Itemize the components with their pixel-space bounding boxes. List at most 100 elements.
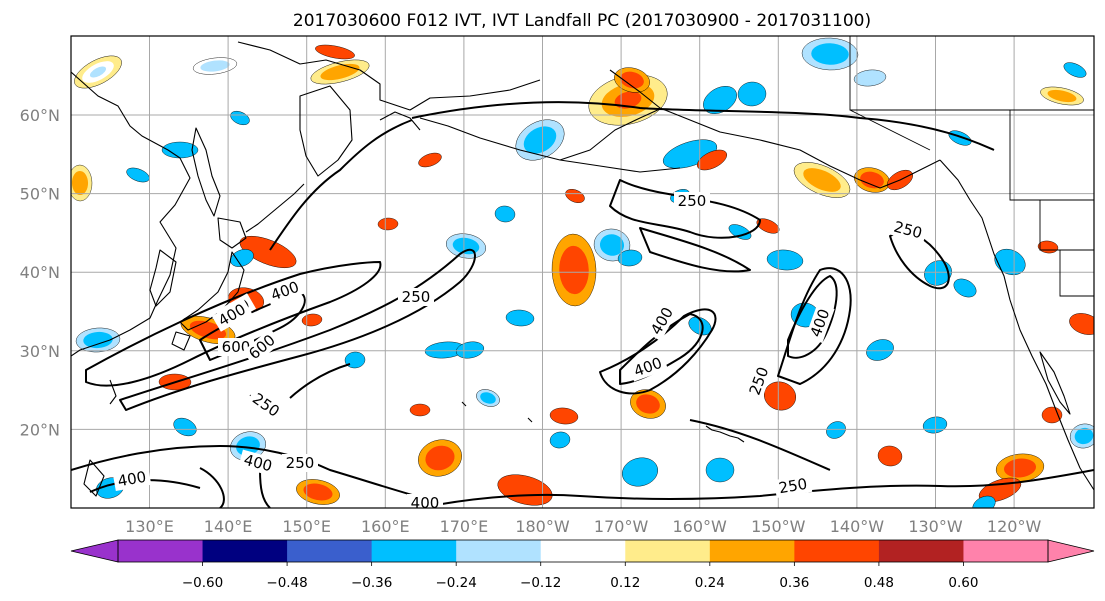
lon-label: 130°W	[908, 517, 963, 536]
coastline-segment	[609, 69, 941, 189]
pc-shading-blob	[1069, 313, 1094, 335]
lon-label: 170°W	[594, 517, 649, 536]
pc-shading-blob	[425, 445, 455, 471]
pc-shading-blob	[559, 245, 589, 295]
pc-shading-blob	[705, 457, 735, 483]
pc-shading-blob	[994, 248, 1026, 276]
coastline-segment	[1039, 351, 1071, 415]
lat-label: 60°N	[20, 106, 60, 125]
lat-label: 30°N	[20, 342, 60, 361]
pc-shading-blob	[696, 149, 728, 171]
coastline-segment	[527, 417, 533, 423]
contour-label-bg	[628, 352, 668, 382]
colorbar-swatch	[540, 540, 626, 562]
colorbar-swatch	[794, 540, 880, 562]
colorbar-tick-label: 0.24	[695, 575, 725, 591]
pc-shading-blob	[549, 431, 571, 449]
colorbar-tick-label: 0.60	[948, 575, 978, 591]
pc-shading-blob	[972, 495, 996, 508]
ivt-contour-line	[85, 261, 382, 387]
latitude-labels: 60°N 50°N 40°N 30°N 20°N	[20, 106, 60, 439]
pc-shading-blob	[480, 392, 496, 404]
coastline-segment	[237, 41, 541, 111]
pc-shading-blob	[1074, 427, 1094, 445]
pc-shading-blob	[409, 403, 431, 417]
pc-shading-blob	[549, 407, 579, 425]
colorbar-outline	[117, 539, 1049, 563]
political-boundary	[1009, 110, 1094, 201]
lon-label: 160°E	[361, 517, 410, 536]
coastline-segment	[179, 251, 245, 331]
coastline-segment	[379, 111, 421, 131]
pc-shading-blob	[377, 217, 399, 231]
lat-label: 50°N	[20, 185, 60, 204]
colorbar-extend-max	[1047, 539, 1095, 563]
colorbar-tick-label: −0.36	[351, 575, 392, 591]
pc-shading-blob	[622, 457, 658, 487]
ivt-contour-line	[599, 308, 717, 395]
contour-label-bg	[407, 494, 443, 508]
coastline-segment	[71, 71, 191, 357]
pc-shading-blob	[924, 260, 952, 286]
pc-shading-blob	[523, 126, 557, 154]
pc-shading-blob	[617, 249, 643, 267]
pc-shading-blob	[320, 63, 360, 81]
pc-shading-blob	[200, 60, 230, 72]
contour-label-bg	[888, 216, 928, 244]
pc-shading-blob	[811, 43, 849, 65]
colorbar-swatch	[371, 540, 457, 562]
pc-shading-blob	[866, 339, 894, 361]
contour-label-bg	[282, 454, 318, 472]
colorbar-swatch	[625, 540, 711, 562]
colorbar-swatch	[202, 540, 288, 562]
lon-label: 150°W	[751, 517, 806, 536]
pc-shading-blob	[455, 341, 485, 359]
contour-label: 250	[777, 475, 808, 498]
lon-label: 180°W	[515, 517, 570, 536]
colorbar-swatch	[963, 540, 1049, 562]
ivt-contour-line	[787, 275, 838, 359]
pc-shading-blob	[803, 168, 841, 192]
longitude-labels: 130°E 140°E 150°E 160°E 170°E 180°W 170°W 160°W…	[125, 517, 1041, 536]
colorbar-tick-label: 0.36	[779, 575, 809, 591]
ivt-contour-line	[639, 227, 751, 273]
pc-shading-blob	[953, 278, 977, 298]
coastline-segment	[217, 217, 247, 249]
pc-shading-blob	[599, 234, 625, 256]
political-boundary	[1039, 200, 1094, 251]
pc-shading-blob	[766, 249, 804, 271]
lon-label: 140°E	[204, 517, 253, 536]
lon-label: 170°E	[440, 517, 489, 536]
contour-label: 250	[286, 454, 315, 472]
ivt-contour-line	[199, 467, 225, 508]
pc-shading-blob	[737, 81, 767, 107]
ivt-contour-line	[289, 363, 351, 399]
colorbar-swatch	[287, 540, 373, 562]
contour-label-bg	[674, 192, 710, 210]
colorbar-swatch	[878, 540, 964, 562]
political-boundary	[849, 109, 931, 151]
lat-label: 20°N	[20, 420, 60, 439]
coastline-segment	[299, 85, 353, 177]
pc-shading-blob	[636, 394, 660, 414]
coastline-segment	[461, 401, 467, 407]
contour-label-bg	[242, 328, 282, 366]
lon-label: 130°E	[125, 517, 174, 536]
pc-shading-blob	[1003, 458, 1037, 478]
coastline-segment	[559, 107, 663, 161]
pc-shading-blob	[620, 71, 644, 89]
colorbar-tick-label: −0.60	[182, 575, 223, 591]
ivt-contour-line	[71, 445, 431, 501]
pc-shading-blob	[494, 205, 516, 223]
pc-shading-blob	[83, 331, 113, 349]
contour-label-bg	[112, 467, 152, 491]
coastline-segment	[149, 249, 177, 307]
coastline-segment	[83, 459, 105, 497]
map-content: 2502502502502502502502504004004004004004…	[71, 36, 1094, 508]
pc-shading-blob	[728, 224, 752, 240]
contour-label-bg	[246, 387, 286, 423]
lat-label: 40°N	[20, 263, 60, 282]
pc-shading-blob	[756, 218, 780, 234]
contour-label-bg	[773, 474, 813, 498]
